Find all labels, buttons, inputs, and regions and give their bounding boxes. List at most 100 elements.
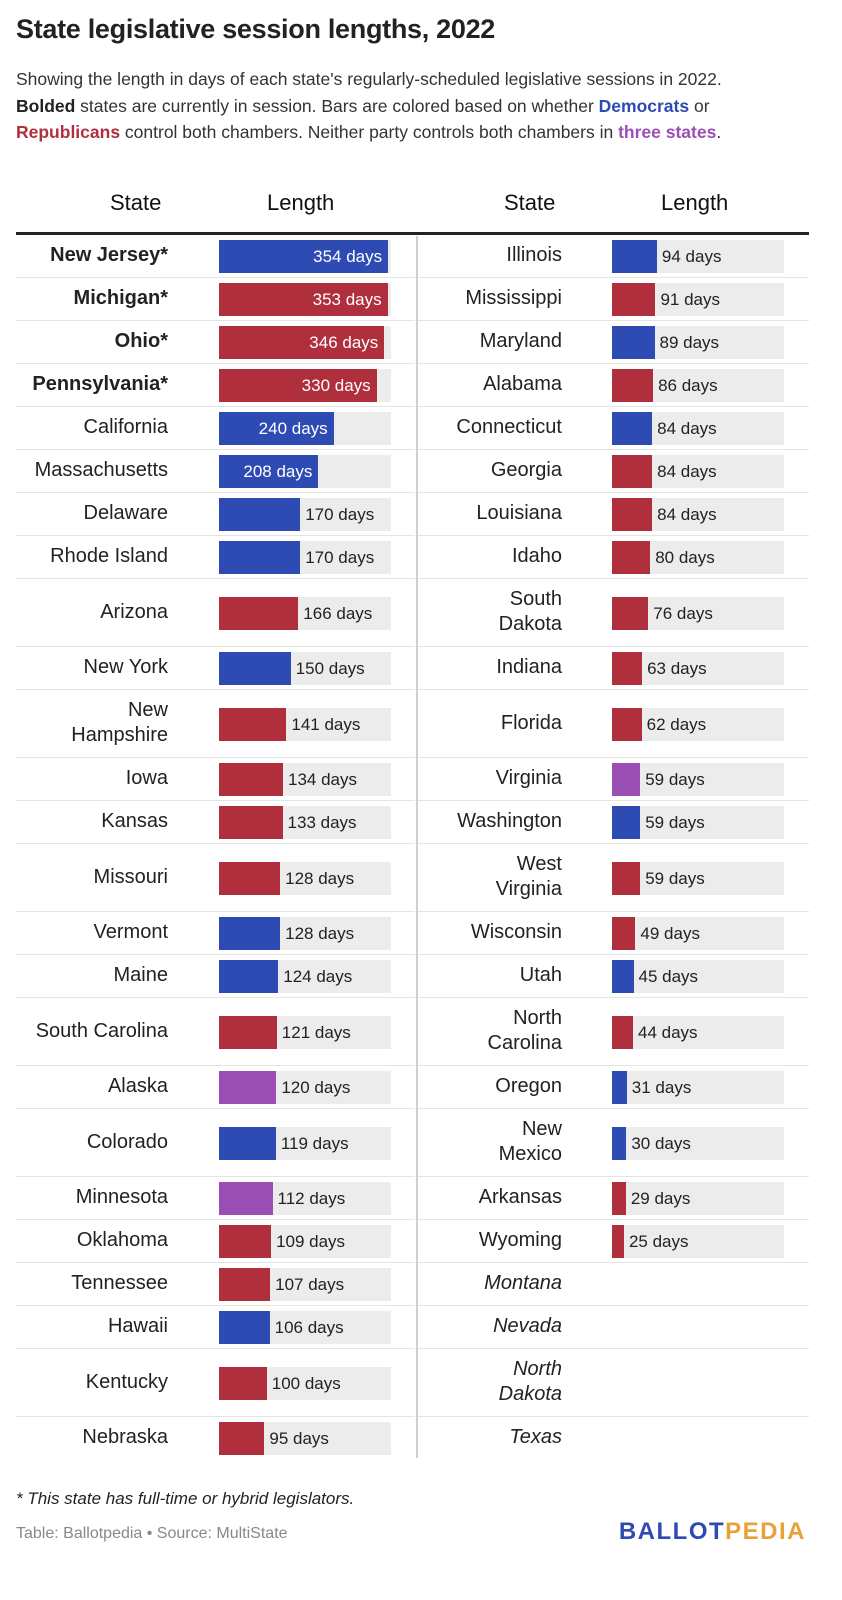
state-label-line: Texas xyxy=(509,1426,562,1448)
row-divider xyxy=(16,1416,415,1417)
state-label-line: Oklahoma xyxy=(76,1229,168,1251)
state-label-line: Massachusetts xyxy=(34,459,168,481)
bar-track xyxy=(612,960,784,993)
bar xyxy=(219,1225,272,1258)
bar xyxy=(219,1422,265,1455)
value-label: 128 days xyxy=(285,924,355,943)
state-label-line: Missouri xyxy=(93,865,168,888)
logo-part-pedia: PEDIA xyxy=(725,1518,806,1545)
state-label: Ohio* xyxy=(0,329,168,354)
value-label: 76 days xyxy=(653,603,713,623)
value-label: 59 days xyxy=(645,813,705,832)
state-label: New York xyxy=(0,655,169,680)
row-divider xyxy=(16,1305,415,1306)
state-label: Minnesota xyxy=(0,1185,168,1210)
state-label-line: Ohio* xyxy=(114,330,168,352)
row-divider xyxy=(418,363,809,364)
bar xyxy=(612,917,636,950)
bar xyxy=(219,707,287,741)
value-label: 121 days xyxy=(281,1022,351,1042)
bar xyxy=(612,412,653,445)
value-label: 94 days xyxy=(661,247,722,266)
state-label: Alabama xyxy=(392,372,562,397)
bar xyxy=(612,498,653,531)
state-label-line: Tennessee xyxy=(71,1272,168,1294)
value-label: 354 days xyxy=(313,247,383,266)
state-label-line: North xyxy=(513,1358,562,1380)
header-rule xyxy=(16,232,809,235)
bar-track xyxy=(612,1015,784,1049)
value-label: 59 days xyxy=(645,770,705,789)
bar xyxy=(219,596,299,630)
row-divider xyxy=(418,954,809,955)
state-label-line: Wisconsin xyxy=(470,921,562,943)
state-label-line: Pennsylvania* xyxy=(32,373,168,395)
subtitle-text: . xyxy=(716,122,722,142)
row-divider xyxy=(418,1305,809,1306)
value-label: 330 days xyxy=(301,376,371,395)
state-label-line: Illinois xyxy=(506,244,562,266)
bar xyxy=(219,917,281,950)
state-label: Wisconsin xyxy=(392,920,562,945)
legend-split: three states xyxy=(618,122,717,142)
state-label-line: Dakota xyxy=(498,613,562,635)
value-label: 86 days xyxy=(658,376,718,395)
value-label: 353 days xyxy=(312,290,382,309)
state-label: Georgia xyxy=(392,458,562,483)
state-label: Oregon xyxy=(392,1074,562,1099)
state-label: West Virginia xyxy=(392,852,562,902)
state-label: South Carolina xyxy=(0,1019,168,1044)
state-label-line: Rhode Island xyxy=(50,545,168,567)
row-divider xyxy=(418,1219,809,1220)
value-label: 63 days xyxy=(647,659,707,678)
state-label-line: Kansas xyxy=(101,810,168,832)
state-label-line: Hampshire xyxy=(71,724,168,746)
value-label: 84 days xyxy=(657,505,717,524)
logo-part-ballot: BALLOT xyxy=(618,1518,726,1545)
bar xyxy=(219,652,291,685)
state-label: California xyxy=(0,415,168,440)
state-label-line: Carolina xyxy=(487,1032,562,1054)
bar xyxy=(219,1366,267,1400)
value-label: 128 days xyxy=(285,868,355,888)
value-label: 134 days xyxy=(288,770,358,789)
row-divider xyxy=(16,1348,415,1349)
row-divider xyxy=(418,997,809,998)
state-label: Tennessee xyxy=(0,1271,168,1296)
value-label: 45 days xyxy=(638,967,699,986)
state-label-line: Washington xyxy=(457,810,562,832)
row-divider xyxy=(418,492,809,493)
row-divider xyxy=(16,800,415,801)
row-divider xyxy=(418,757,809,758)
state-label: Rhode Island xyxy=(0,544,168,569)
bar-track xyxy=(612,763,784,796)
state-label: Michigan* xyxy=(0,286,168,311)
bar-track xyxy=(612,1071,784,1104)
state-label-line: Maryland xyxy=(479,330,562,352)
bar xyxy=(219,806,283,839)
subtitle-text: Showing the length in days of each state… xyxy=(16,69,722,89)
state-label: Kansas xyxy=(0,809,168,834)
state-label: South Dakota xyxy=(392,587,562,637)
row-divider xyxy=(16,1065,415,1066)
state-label: Idaho xyxy=(392,544,562,569)
state-label: Wyoming xyxy=(392,1228,562,1253)
state-label: Virginia xyxy=(392,766,562,791)
value-label: 109 days xyxy=(276,1232,346,1251)
state-label-line: Nebraska xyxy=(82,1426,168,1448)
bar xyxy=(219,326,385,359)
state-label: Mississippi xyxy=(392,286,562,311)
value-label: 31 days xyxy=(631,1078,692,1097)
bar xyxy=(219,763,284,796)
bar xyxy=(612,1182,626,1215)
row-divider xyxy=(16,1108,415,1109)
state-label-line: Indiana xyxy=(496,656,562,678)
bar-track xyxy=(612,1225,784,1258)
value-label: 29 days xyxy=(630,1189,691,1208)
row-divider xyxy=(16,535,415,536)
state-label-line: Kentucky xyxy=(85,1370,168,1393)
state-label-line: Hawaii xyxy=(107,1315,168,1337)
row-divider xyxy=(16,689,415,690)
legend-republicans: Republicans xyxy=(16,122,121,142)
value-label: 170 days xyxy=(305,548,375,567)
